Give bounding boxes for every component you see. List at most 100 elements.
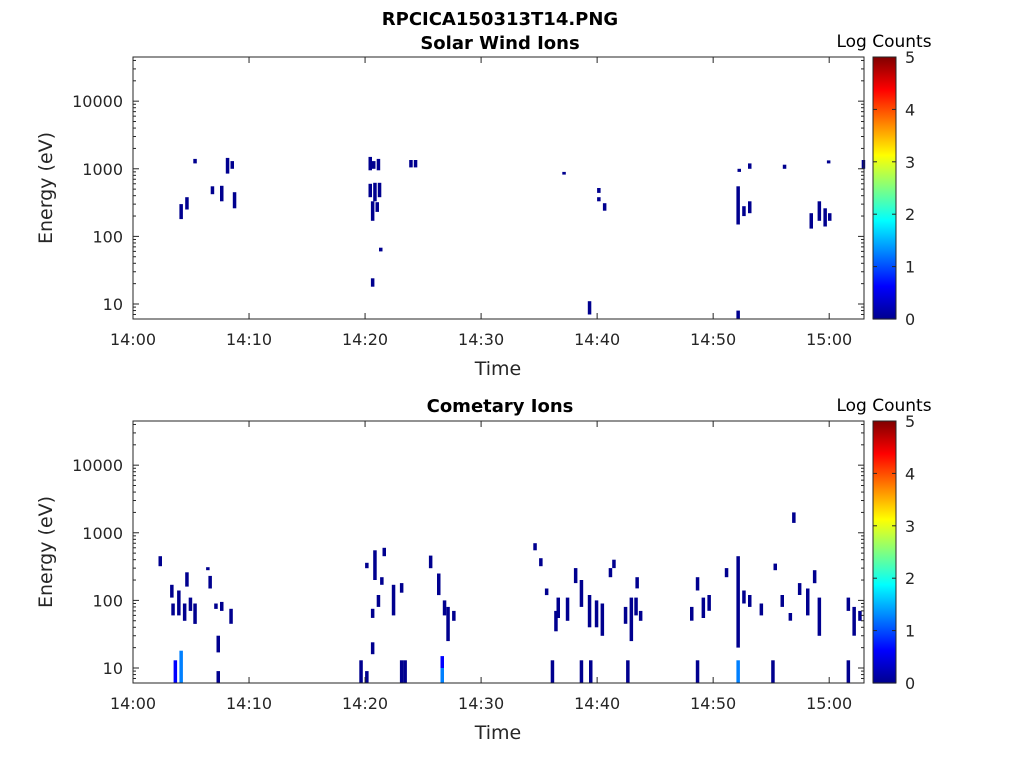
cometary-cell bbox=[452, 610, 456, 621]
cometary-cell bbox=[380, 577, 384, 585]
cometary-cell bbox=[220, 601, 224, 611]
cometary-cell bbox=[600, 603, 605, 636]
cometary-cell bbox=[370, 642, 375, 655]
solar-wind-cell bbox=[185, 197, 189, 210]
cometary-colorbar-frame bbox=[872, 420, 897, 684]
cometary-cell bbox=[846, 660, 851, 683]
cometary-cell bbox=[550, 660, 555, 683]
cometary-cell bbox=[391, 584, 396, 616]
cometary-colorbar-tick-label: 2 bbox=[905, 569, 915, 588]
cometary-cell bbox=[440, 656, 444, 668]
cometary-cell bbox=[373, 550, 377, 580]
cometary-cell bbox=[701, 597, 706, 618]
solar-wind-cell bbox=[368, 183, 372, 198]
cometary-colorbar: 0 1 2 3 4 5 bbox=[872, 412, 915, 693]
cometary-cell bbox=[173, 660, 178, 683]
cometary-y-tick-label: 1000 bbox=[82, 524, 123, 543]
solar-wind-cell bbox=[370, 201, 375, 221]
cometary-cell bbox=[214, 603, 218, 609]
cometary-cell bbox=[399, 583, 404, 593]
solar-wind-cell bbox=[379, 247, 383, 252]
solar-wind-cell bbox=[413, 160, 418, 168]
cometary-cell bbox=[629, 597, 634, 642]
cometary-cell bbox=[846, 597, 851, 611]
cometary-cell bbox=[403, 660, 407, 683]
cometary-cell bbox=[440, 668, 444, 683]
solar-wind-cell bbox=[193, 158, 197, 164]
cometary-axes: 14:00 14:10 14:20 14:30 14:40 14:50 15:00 10 100… bbox=[72, 421, 864, 713]
cometary-cell bbox=[208, 575, 212, 589]
cometary-cell bbox=[797, 583, 802, 595]
solar-wind-x-tick-label: 14:30 bbox=[458, 330, 504, 349]
cometary-cell bbox=[792, 512, 796, 523]
cometary-cell bbox=[573, 568, 578, 584]
cometary-colorbar-tick-label: 0 bbox=[905, 674, 915, 693]
solar-wind-cell bbox=[409, 160, 413, 168]
cometary-cell bbox=[376, 595, 381, 607]
cometary-cell bbox=[171, 603, 175, 616]
solar-wind-cell bbox=[748, 201, 752, 214]
cometary-cell bbox=[736, 660, 740, 683]
cometary-cell bbox=[788, 613, 793, 621]
cometary-cell bbox=[736, 556, 740, 648]
solar-wind-cell bbox=[372, 161, 376, 169]
solar-wind-title: Solar Wind Ions bbox=[420, 33, 579, 54]
solar-wind-cell bbox=[823, 208, 827, 227]
cometary-cell bbox=[442, 600, 447, 616]
solar-wind-x-tick-label: 15:00 bbox=[806, 330, 852, 349]
figure-title: RPCICA150313T14.PNG bbox=[382, 9, 618, 30]
cometary-cell bbox=[216, 671, 220, 683]
cometary-colorbar-tick-label: 4 bbox=[905, 464, 915, 483]
cometary-cell bbox=[759, 603, 764, 616]
cometary-cell bbox=[216, 635, 220, 653]
solar-wind-cell bbox=[597, 197, 601, 202]
cometary-y-tick-label: 100 bbox=[92, 591, 123, 610]
cometary-cell bbox=[742, 590, 746, 604]
cometary-cell bbox=[817, 597, 822, 636]
solar-wind-x-tick-label: 14:40 bbox=[574, 330, 620, 349]
cometary-cell bbox=[446, 606, 450, 642]
solar-wind-y-tick-label: 1000 bbox=[82, 160, 123, 179]
solar-wind-cell bbox=[368, 156, 372, 171]
solar-wind-cell bbox=[736, 310, 740, 319]
solar-wind-x-tick-label: 14:10 bbox=[226, 330, 272, 349]
cometary-cell bbox=[399, 660, 404, 683]
cometary-cell bbox=[638, 610, 643, 621]
solar-wind-cell bbox=[375, 202, 379, 212]
solar-wind-cell bbox=[817, 201, 822, 221]
solar-wind-cell bbox=[828, 213, 832, 221]
cometary-cell bbox=[177, 590, 181, 616]
solar-wind-colorbar-tick-label: 4 bbox=[905, 100, 915, 119]
cometary-cell bbox=[556, 597, 560, 618]
solar-wind-colorbar-label: Log Counts bbox=[836, 32, 931, 52]
cometary-ylabel: Energy (eV) bbox=[35, 496, 57, 608]
cometary-cell bbox=[707, 595, 711, 611]
cometary-cell bbox=[695, 660, 700, 683]
solar-wind-cell bbox=[737, 168, 741, 172]
solar-wind-panel: Solar Wind Ions 14:00 14:10 14:20 14:30 14:4… bbox=[35, 32, 932, 380]
solar-wind-cell bbox=[736, 186, 740, 225]
solar-wind-axes: 14:00 14:10 14:20 14:30 14:40 14:50 15:00 10 100… bbox=[72, 57, 864, 349]
cometary-cell bbox=[565, 597, 570, 621]
cometary-colorbar-tick-label: 1 bbox=[905, 622, 915, 641]
cometary-x-tick-label: 15:00 bbox=[806, 694, 852, 713]
solar-wind-x-tick-label: 14:50 bbox=[690, 330, 736, 349]
solar-wind-x-tick-label: 14:20 bbox=[342, 330, 388, 349]
cometary-cell bbox=[634, 597, 638, 616]
cometary-cell bbox=[428, 555, 433, 569]
cometary-cell bbox=[554, 610, 558, 632]
cometary-cell bbox=[612, 559, 616, 569]
cometary-x-tick-label: 14:50 bbox=[690, 694, 736, 713]
cometary-cell bbox=[748, 595, 752, 607]
solar-wind-heatmap bbox=[179, 156, 866, 319]
cometary-cell bbox=[539, 558, 543, 567]
solar-wind-cell bbox=[748, 163, 752, 169]
cometary-colorbar-tick-label: 5 bbox=[905, 412, 915, 431]
solar-wind-cell bbox=[370, 278, 375, 287]
solar-wind-colorbar-tick-label: 0 bbox=[905, 310, 915, 329]
solar-wind-cell bbox=[225, 157, 230, 174]
cometary-cell bbox=[858, 610, 862, 621]
solar-wind-cell bbox=[376, 158, 381, 171]
solar-wind-cell bbox=[602, 203, 607, 211]
